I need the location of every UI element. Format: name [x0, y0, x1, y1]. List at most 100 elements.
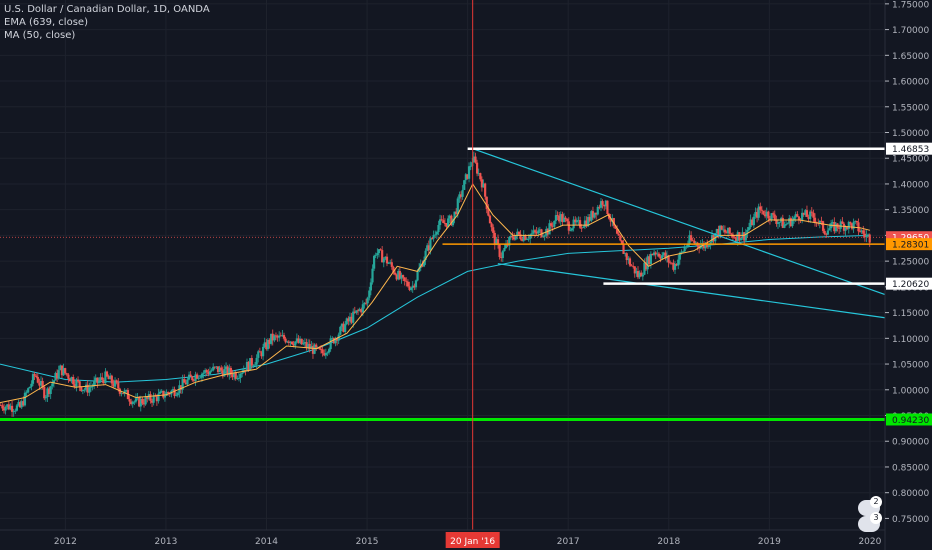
candle-body	[237, 377, 241, 379]
candle-body	[644, 262, 648, 270]
candle-body	[308, 343, 311, 349]
candle-body	[564, 217, 567, 220]
candle-body	[681, 251, 685, 253]
price-tick-label: 0.75000	[892, 515, 929, 525]
horizontal-lines[interactable]	[0, 147, 885, 421]
candle-body	[231, 373, 234, 378]
candle-body	[764, 214, 767, 217]
candle-body	[783, 224, 786, 228]
candle-body	[88, 387, 91, 393]
alert-badge-bottom[interactable]: 3	[858, 512, 882, 532]
candle-body	[501, 251, 504, 258]
trend-lines[interactable]	[472, 148, 886, 319]
candle-body	[167, 392, 170, 394]
candle-body	[241, 372, 244, 374]
candle-body	[702, 242, 706, 249]
candle-body	[804, 210, 807, 215]
candle-body	[593, 212, 596, 218]
candle-body	[102, 379, 105, 384]
candle-body	[656, 253, 659, 255]
candle-body	[677, 259, 680, 266]
candle-body	[490, 223, 493, 228]
candle-body	[57, 370, 60, 379]
candle-body	[355, 310, 358, 313]
time-axis[interactable]: 2012 2013 2014 2015 2017 2018 2019 2020 20 Jan '…	[0, 529, 885, 548]
candle-body	[302, 343, 305, 345]
candle-body	[208, 371, 212, 374]
candle-body	[522, 235, 525, 241]
candle-body	[212, 366, 215, 371]
candle-body	[290, 341, 294, 345]
candle-body	[495, 239, 498, 246]
candle-body	[268, 339, 271, 344]
candle-body	[323, 353, 326, 356]
candle-body	[743, 232, 746, 241]
candle-body	[250, 358, 253, 366]
candle-body	[239, 373, 242, 378]
candle-body	[735, 237, 738, 241]
candle-body	[588, 217, 591, 221]
candle-body	[215, 366, 218, 368]
candle-body	[850, 223, 854, 229]
candle-body	[51, 383, 54, 387]
candle-body	[630, 265, 633, 267]
candle-body	[73, 384, 76, 387]
candle-body	[149, 394, 152, 401]
candle-body	[617, 233, 620, 236]
candle-body	[194, 374, 197, 382]
candle-body	[566, 219, 569, 222]
candle-body	[381, 250, 384, 263]
trend-line-2[interactable]	[497, 263, 886, 319]
candle-body	[636, 271, 640, 278]
price-label-box[interactable]	[886, 142, 932, 155]
candle-body	[532, 230, 535, 234]
candle-body	[472, 156, 475, 163]
candle-body	[363, 302, 366, 305]
candle-body	[49, 386, 52, 394]
candle-body	[828, 228, 831, 231]
candle-body	[64, 368, 67, 374]
candle-body	[282, 335, 286, 339]
price-label-box[interactable]	[886, 413, 932, 426]
candle-body	[527, 238, 530, 240]
candle-body	[376, 253, 379, 256]
candle-body	[641, 274, 644, 277]
time-tick-label: 2018	[657, 537, 680, 547]
candle-body	[463, 180, 466, 190]
candle-body	[725, 232, 728, 234]
candle-body	[289, 341, 292, 343]
candle-body	[727, 227, 730, 234]
candle-body	[38, 382, 41, 386]
price-tick-label: 1.55000	[892, 103, 929, 113]
candle-body	[578, 220, 582, 228]
price-label-box[interactable]	[886, 238, 932, 251]
candle-body	[704, 242, 707, 249]
candle-body	[403, 277, 406, 281]
candle-body	[389, 262, 392, 264]
price-label-box[interactable]	[886, 277, 932, 290]
candle-body	[258, 351, 261, 353]
price-tick-label: 0.80000	[892, 489, 929, 499]
candle-body	[410, 287, 413, 290]
candle-body	[23, 392, 27, 406]
trend-line-1[interactable]	[472, 148, 886, 296]
time-tick-label: 2017	[557, 537, 580, 547]
candle-body	[115, 380, 118, 383]
ma-legend[interactable]: MA (50, close)	[4, 30, 76, 41]
candle-body	[413, 285, 416, 288]
candle-body	[508, 236, 511, 246]
candle-body	[236, 378, 239, 380]
candle-body	[570, 228, 574, 231]
candle-body	[189, 374, 192, 377]
price-axis[interactable]: 1.75000 1.70000 1.65000 1.60000 1.55000 1.500…	[884, 0, 932, 550]
candle-body	[749, 219, 752, 228]
candle-body	[430, 238, 434, 240]
symbol-title[interactable]: U.S. Dollar / Canadian Dollar, 1D, OANDA	[4, 4, 210, 15]
candle-body	[65, 373, 68, 375]
candle-body	[801, 212, 804, 221]
candle-body	[683, 247, 686, 252]
ema-legend[interactable]: EMA (639, close)	[4, 17, 88, 28]
candle-body	[146, 396, 149, 399]
candle-body	[776, 222, 780, 224]
